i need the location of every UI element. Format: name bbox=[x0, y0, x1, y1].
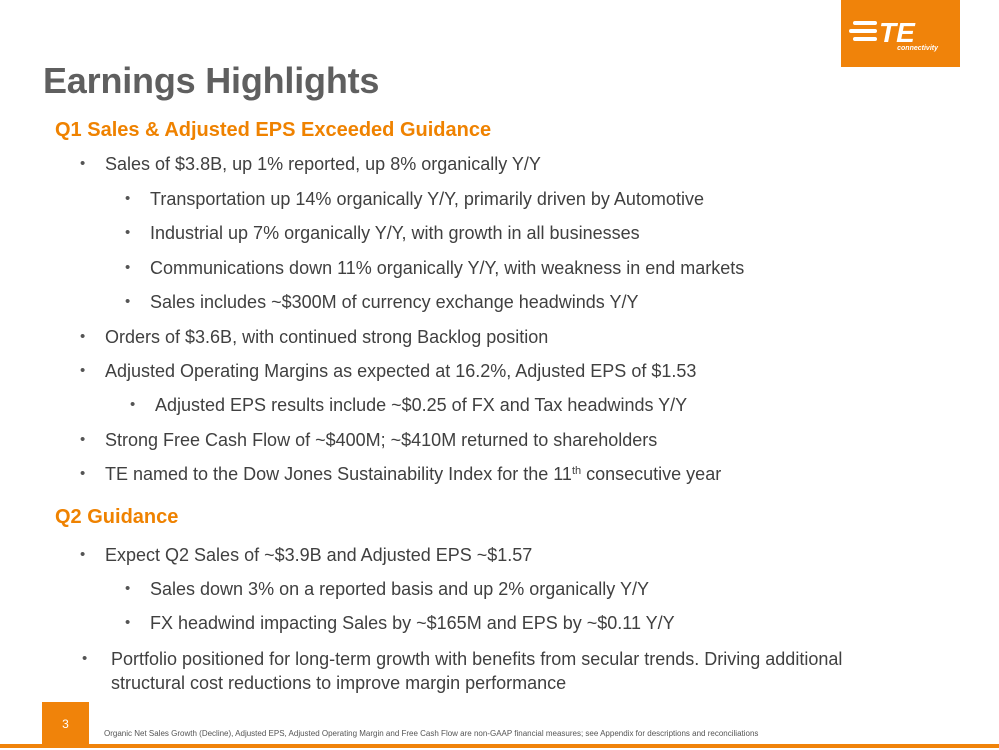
bullet-dot: • bbox=[125, 259, 131, 276]
bullet-dot: • bbox=[80, 155, 86, 172]
bullet-eps-results: Adjusted EPS results include ~$0.25 of F… bbox=[155, 395, 688, 415]
bullet-dot: • bbox=[130, 396, 136, 413]
bullet-dot: • bbox=[80, 465, 86, 482]
bullet-sales: Sales of $3.8B, up 1% reported, up 8% or… bbox=[105, 154, 541, 174]
bullet-cash-flow: Strong Free Cash Flow of ~$400M; ~$410M … bbox=[105, 430, 658, 450]
bullet-dot: • bbox=[82, 650, 88, 667]
page-title: Earnings Highlights bbox=[43, 60, 380, 101]
bullet-communications: Communications down 11% organically Y/Y,… bbox=[150, 258, 745, 278]
bullet-dot: • bbox=[80, 328, 86, 345]
bullet-dot: • bbox=[125, 580, 131, 597]
bullet-dot: • bbox=[80, 546, 86, 563]
bullet-dot: • bbox=[125, 614, 131, 631]
bullet-fx-headwind: FX headwind impacting Sales by ~$165M an… bbox=[150, 613, 675, 633]
bullet-expect: Expect Q2 Sales of ~$3.9B and Adjusted E… bbox=[105, 545, 533, 565]
footer-bar bbox=[0, 744, 999, 748]
bullet-currency: Sales includes ~$300M of currency exchan… bbox=[150, 292, 639, 312]
bullet-orders: Orders of $3.6B, with continued strong B… bbox=[105, 327, 549, 347]
bullet-sales-down: Sales down 3% on a reported basis and up… bbox=[150, 579, 649, 599]
section-heading-q2: Q2 Guidance bbox=[55, 506, 179, 528]
section-heading-q1: Q1 Sales & Adjusted EPS Exceeded Guidanc… bbox=[55, 119, 492, 141]
te-logo-mark: TE bbox=[849, 17, 916, 48]
dow-jones-text-end: consecutive year bbox=[581, 464, 722, 484]
bullet-transportation: Transportation up 14% organically Y/Y, p… bbox=[150, 189, 704, 209]
bullet-dot: • bbox=[80, 362, 86, 379]
dow-jones-text: TE named to the Dow Jones Sustainability… bbox=[105, 464, 572, 484]
bullet-dot: • bbox=[80, 431, 86, 448]
logo-text: TE bbox=[879, 17, 916, 48]
bullet-dot: • bbox=[125, 190, 131, 207]
dow-jones-ordinal: th bbox=[571, 465, 582, 477]
bullet-dot: • bbox=[125, 224, 131, 241]
bullet-margins: Adjusted Operating Margins as expected a… bbox=[105, 361, 697, 381]
bullet-portfolio: Portfolio positioned for long-term growt… bbox=[111, 649, 843, 693]
footnote: Organic Net Sales Growth (Decline), Adju… bbox=[104, 729, 759, 738]
te-connectivity-logo: TE bbox=[841, 0, 960, 67]
bullet-dow-jones: TE named to the Dow Jones Sustainability… bbox=[105, 462, 721, 486]
bullet-industrial: Industrial up 7% organically Y/Y, with g… bbox=[150, 223, 640, 243]
page-number: 3 bbox=[42, 702, 89, 746]
bullet-dot: • bbox=[125, 293, 131, 310]
logo-subtitle: connectivity bbox=[897, 45, 938, 52]
